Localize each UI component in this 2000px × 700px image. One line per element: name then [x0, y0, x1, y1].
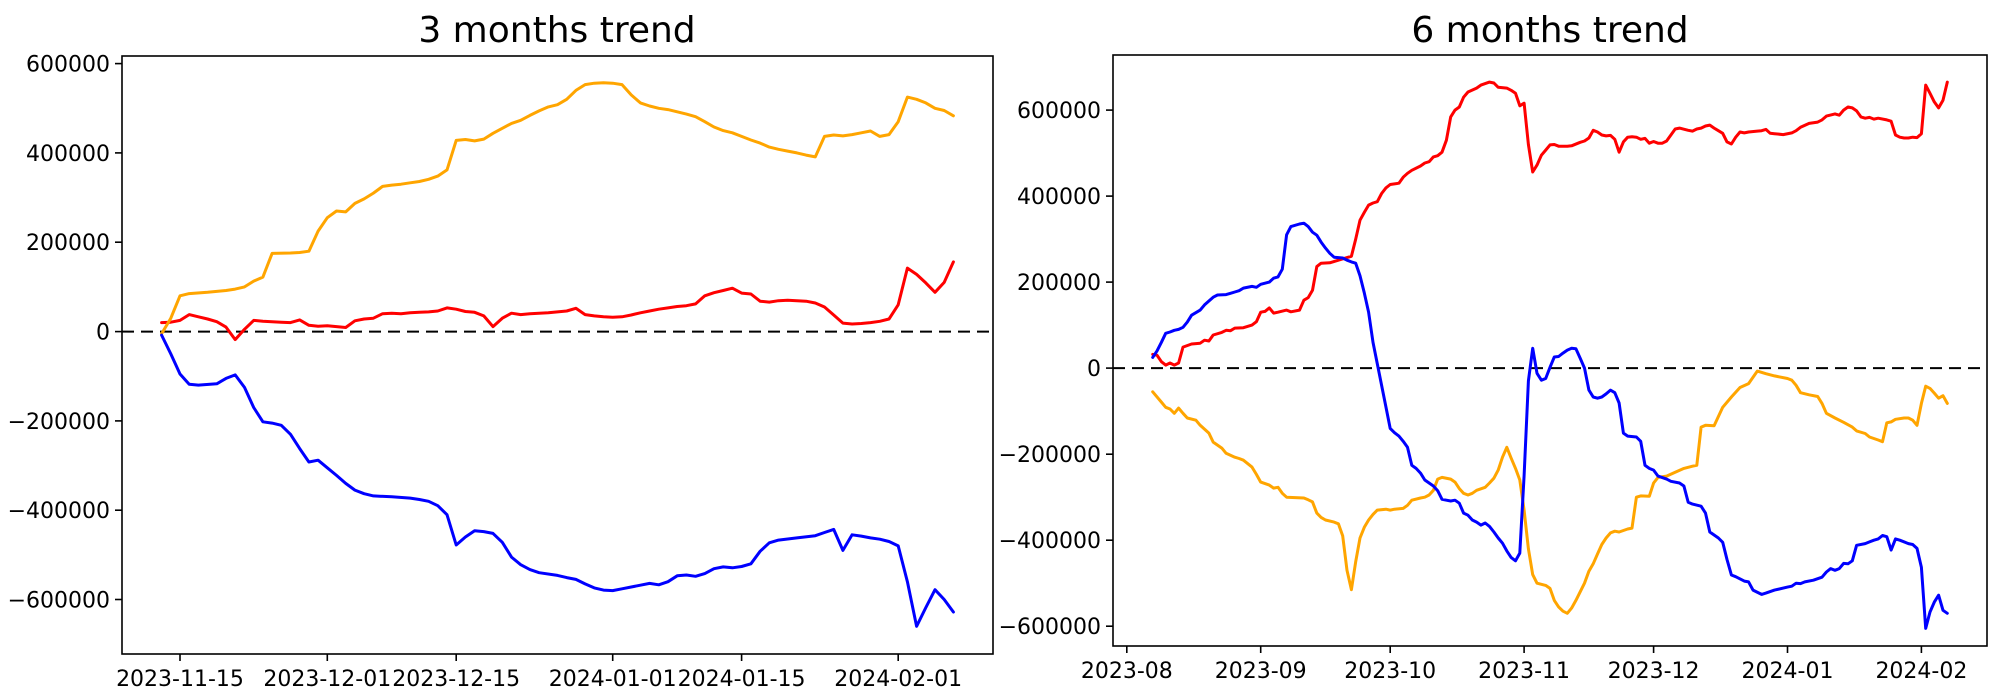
y-tick-label: 0: [96, 321, 110, 346]
y-tick-label: −200000: [999, 443, 1101, 468]
red-series-line: [160, 260, 955, 342]
orange-series-line: [160, 81, 955, 336]
x-tick-label: 2024-01-01: [549, 667, 677, 692]
x-tick-label: 2023-09: [1215, 659, 1307, 684]
y-tick-label: −400000: [8, 499, 110, 524]
orange-series-line: [1151, 369, 1949, 615]
x-tick-label: 2023-11-15: [116, 667, 244, 692]
x-tick-label: 2024-01-15: [678, 667, 806, 692]
y-tick-label: −400000: [999, 529, 1101, 554]
y-tick-label: 400000: [26, 142, 110, 167]
x-tick-label: 2023-11: [1478, 659, 1570, 684]
x-tick-label: 2023-08: [1081, 659, 1173, 684]
y-tick-label: 600000: [1017, 99, 1101, 124]
x-tick-label: 2023-12-15: [392, 667, 520, 692]
plot-6-months-trend: 600000 400000 200000 0 −200000 −400000 −600000…: [999, 54, 1988, 684]
y-tick-label: 600000: [26, 53, 110, 78]
plot-3-months-trend: 600000 400000 200000 0 −200000 −400000 −600000…: [8, 53, 994, 692]
x-tick-label: 2024-02-01: [834, 667, 962, 692]
blue-series-line: [160, 333, 955, 628]
chart-title-3-months: 3 months trend: [418, 10, 695, 51]
x-tick-label: 2023-10: [1344, 659, 1436, 684]
y-tick-label: −600000: [999, 615, 1101, 640]
x-tick-label: 2023-12: [1608, 659, 1700, 684]
x-tick-label: 2023-12-01: [263, 667, 391, 692]
x-tick-label: 2024-01: [1742, 659, 1834, 684]
y-tick-label: −600000: [8, 589, 110, 614]
red-series-line: [1151, 80, 1949, 367]
y-tick-label: 400000: [1017, 185, 1101, 210]
y-tick-label: 200000: [1017, 271, 1101, 296]
plot-spines: [1112, 54, 1988, 647]
plot-spines: [121, 55, 994, 655]
blue-series-line: [1151, 221, 1949, 630]
y-tick-label: 200000: [26, 231, 110, 256]
chart-title-6-months: 6 months trend: [1411, 10, 1688, 51]
y-tick-label: 0: [1087, 357, 1101, 382]
y-tick-label: −200000: [8, 410, 110, 435]
x-tick-label: 2024-02: [1875, 659, 1967, 684]
